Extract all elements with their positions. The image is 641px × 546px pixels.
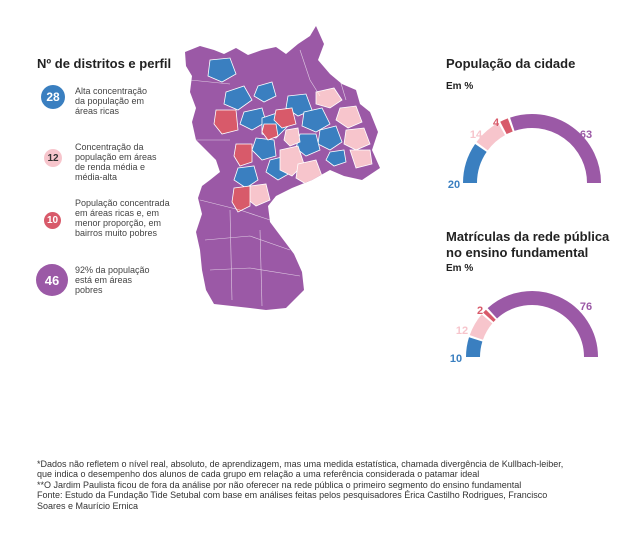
map-districts xyxy=(185,26,380,310)
footnote-line: *Dados não refletem o nível real, absolu… xyxy=(37,459,564,469)
legend-badge-12: 12 xyxy=(44,149,62,167)
legend-line: pobres xyxy=(75,285,103,295)
legend-title: Nº de distritos e perfil xyxy=(37,56,172,71)
legend-line: áreas ricas xyxy=(75,106,120,116)
footnote-line: que indica o desempenho dos alunos de ca… xyxy=(37,469,480,480)
legend-line: Alta concentração xyxy=(75,86,148,96)
map-pink-districts xyxy=(245,87,373,207)
legend-line: média-alta xyxy=(75,172,118,182)
footnote-line: Fonte: Estudo da Fundação Tide Setubal c… xyxy=(37,490,548,501)
legend-text: 92% da população está em áreas pobres xyxy=(75,265,150,295)
chart1-subtitle: Em % xyxy=(446,81,474,92)
legend-line: população em áreas xyxy=(75,152,157,162)
legend-count: 12 xyxy=(47,152,59,164)
legend-text: População concentrada em áreas ricas e, … xyxy=(75,198,170,238)
map-red-districts xyxy=(213,107,297,213)
legend-badge-28: 28 xyxy=(41,85,65,109)
legend-text: Concentração da população em áreas de re… xyxy=(75,142,157,182)
legend-count: 10 xyxy=(46,215,59,226)
legend-text: Alta concentração da população em áreas … xyxy=(75,86,147,116)
chart2-title-line: Matrículas da rede pública xyxy=(446,229,610,244)
legend-line: da população em xyxy=(75,96,145,106)
legend-count: 28 xyxy=(46,90,60,104)
legend-line: está em áreas xyxy=(75,275,133,285)
legend-line: Concentração da xyxy=(75,142,144,152)
legend-badge-10: 10 xyxy=(44,212,61,229)
chart2-title-line: no ensino fundamental xyxy=(446,245,589,260)
legend-line: 92% da população xyxy=(75,265,150,275)
legend-line: em áreas ricas e, em xyxy=(75,208,160,218)
legend-line: menor proporção, em xyxy=(75,218,162,228)
chart1-title: População da cidade xyxy=(446,56,576,71)
legend-badge-46: 46 xyxy=(36,264,68,296)
legend-line: População concentrada xyxy=(75,198,170,208)
footnote-line: **O Jardim Paulista ficou de fora da aná… xyxy=(37,479,522,490)
footnotes: *Dados não refletem o nível real, absolu… xyxy=(37,459,612,511)
legend-line: bairros muito pobres xyxy=(75,228,158,238)
chart2-title: Matrículas da rede pública no ensino fun… xyxy=(446,229,609,261)
chart2-subtitle: Em % xyxy=(446,263,474,274)
legend-line: de renda média e xyxy=(75,162,146,172)
map-borders xyxy=(189,49,347,307)
footnote-line: Soares e Maurício Ernica xyxy=(37,500,139,511)
legend-count: 46 xyxy=(44,272,60,288)
